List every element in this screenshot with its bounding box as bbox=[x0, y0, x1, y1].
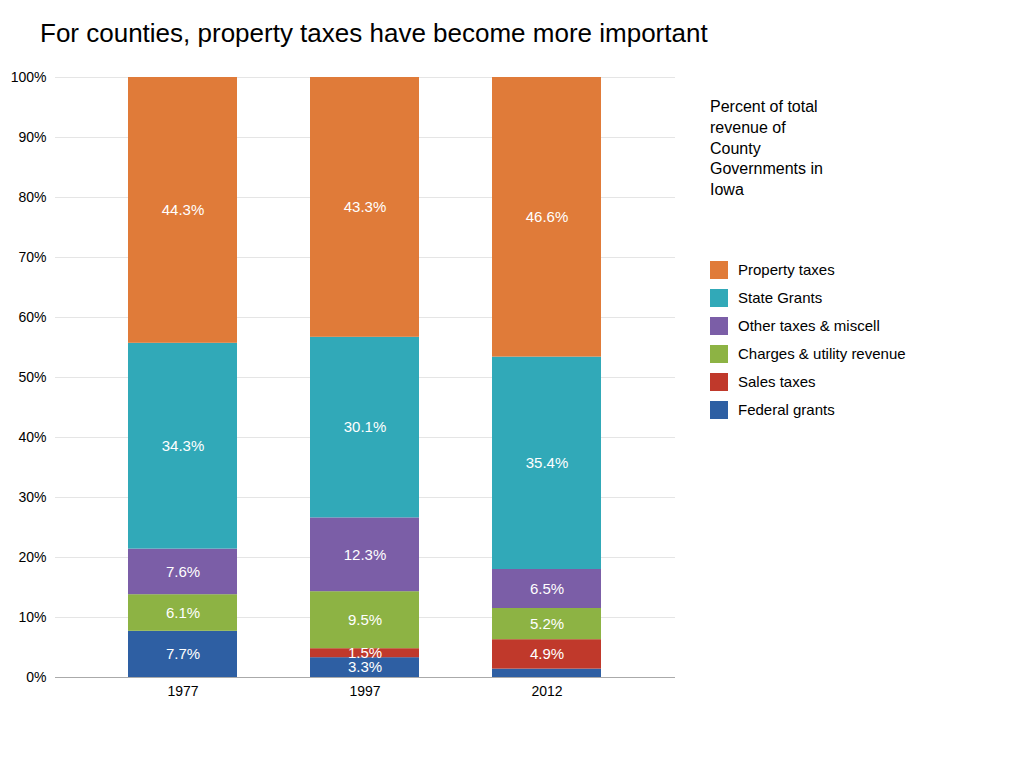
html-text:For counties, property taxes h: For counties, property taxes have become… bbox=[40, 18, 708, 48]
html-text:Percent of total revenue of Co: Percent of total revenue of County Gover… bbox=[710, 98, 823, 199]
svg-text:3.3%: 3.3% bbox=[347, 658, 383, 676]
svg-text:50%: 50% bbox=[18, 369, 46, 385]
svg-text:30%: 30% bbox=[18, 489, 46, 505]
html-text:Other taxes & miscell: Other taxes & miscell bbox=[738, 317, 880, 335]
svg-text:5.2%: 5.2% bbox=[530, 615, 564, 632]
svg-text:4.9%: 4.9% bbox=[530, 645, 564, 662]
html-text:State Grants: State Grants bbox=[738, 289, 823, 307]
svg-text:30.1%: 30.1% bbox=[344, 418, 387, 435]
svg-text:70%: 70% bbox=[18, 249, 46, 265]
svg-text:2012: 2012 bbox=[531, 683, 562, 699]
svg-text:46.6%: 46.6% bbox=[526, 208, 569, 225]
html-text:Property taxes: Property taxes bbox=[738, 261, 835, 279]
svg-text:0%: 0% bbox=[26, 669, 46, 685]
svg-text:80%: 80% bbox=[18, 189, 46, 205]
html-text:Charges & utility revenue: Charges & utility revenue bbox=[738, 345, 906, 363]
svg-text:7.7%: 7.7% bbox=[166, 645, 200, 662]
svg-text:43.3%: 43.3% bbox=[344, 198, 387, 215]
svg-text:60%: 60% bbox=[18, 309, 46, 325]
svg-text:44.3%: 44.3% bbox=[162, 201, 205, 218]
svg-text:34.3%: 34.3% bbox=[162, 437, 205, 454]
svg-text:6.1%: 6.1% bbox=[166, 604, 200, 621]
html-text:Federal grants: Federal grants bbox=[738, 401, 835, 419]
svg-text:1977: 1977 bbox=[167, 683, 198, 699]
svg-text:100%: 100% bbox=[11, 69, 47, 85]
svg-text:1997: 1997 bbox=[349, 683, 380, 699]
svg-text:20%: 20% bbox=[18, 549, 46, 565]
svg-text:9.5%: 9.5% bbox=[348, 611, 382, 628]
html-text:Sales taxes: Sales taxes bbox=[738, 373, 816, 391]
svg-text:90%: 90% bbox=[18, 129, 46, 145]
svg-text:12.3%: 12.3% bbox=[344, 546, 387, 563]
svg-text:40%: 40% bbox=[18, 429, 46, 445]
svg-text:10%: 10% bbox=[18, 609, 46, 625]
svg-text:35.4%: 35.4% bbox=[526, 454, 569, 471]
svg-text:6.5%: 6.5% bbox=[530, 580, 564, 597]
svg-text:7.6%: 7.6% bbox=[166, 563, 200, 580]
svg-text:1.5%: 1.5% bbox=[348, 644, 382, 661]
